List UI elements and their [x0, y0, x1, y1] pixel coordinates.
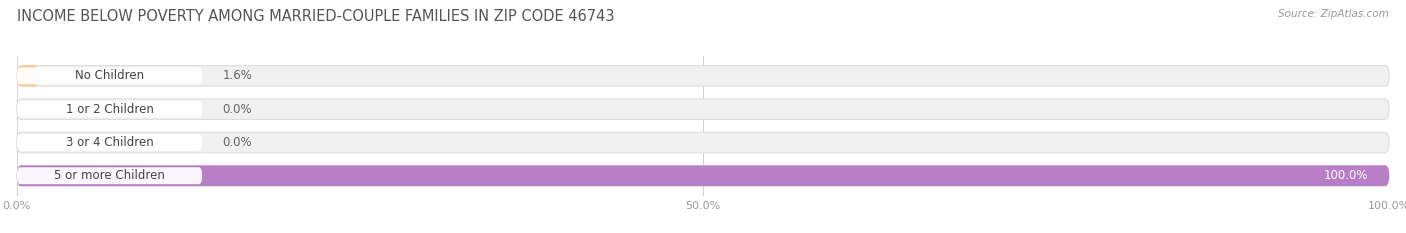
FancyBboxPatch shape [17, 165, 1389, 186]
Text: 100.0%: 100.0% [1324, 169, 1368, 182]
FancyBboxPatch shape [17, 65, 39, 86]
FancyBboxPatch shape [17, 65, 1389, 86]
Text: 5 or more Children: 5 or more Children [53, 169, 165, 182]
FancyBboxPatch shape [17, 101, 202, 118]
Text: INCOME BELOW POVERTY AMONG MARRIED-COUPLE FAMILIES IN ZIP CODE 46743: INCOME BELOW POVERTY AMONG MARRIED-COUPL… [17, 9, 614, 24]
FancyBboxPatch shape [17, 165, 1389, 186]
FancyBboxPatch shape [17, 134, 202, 151]
Text: Source: ZipAtlas.com: Source: ZipAtlas.com [1278, 9, 1389, 19]
Text: 1.6%: 1.6% [222, 69, 253, 82]
Text: 1 or 2 Children: 1 or 2 Children [66, 103, 153, 116]
Text: 0.0%: 0.0% [222, 103, 252, 116]
FancyBboxPatch shape [17, 67, 202, 84]
Text: 3 or 4 Children: 3 or 4 Children [66, 136, 153, 149]
FancyBboxPatch shape [17, 132, 1389, 153]
FancyBboxPatch shape [17, 99, 1389, 120]
Text: No Children: No Children [75, 69, 143, 82]
Text: 0.0%: 0.0% [222, 136, 252, 149]
FancyBboxPatch shape [17, 167, 202, 184]
